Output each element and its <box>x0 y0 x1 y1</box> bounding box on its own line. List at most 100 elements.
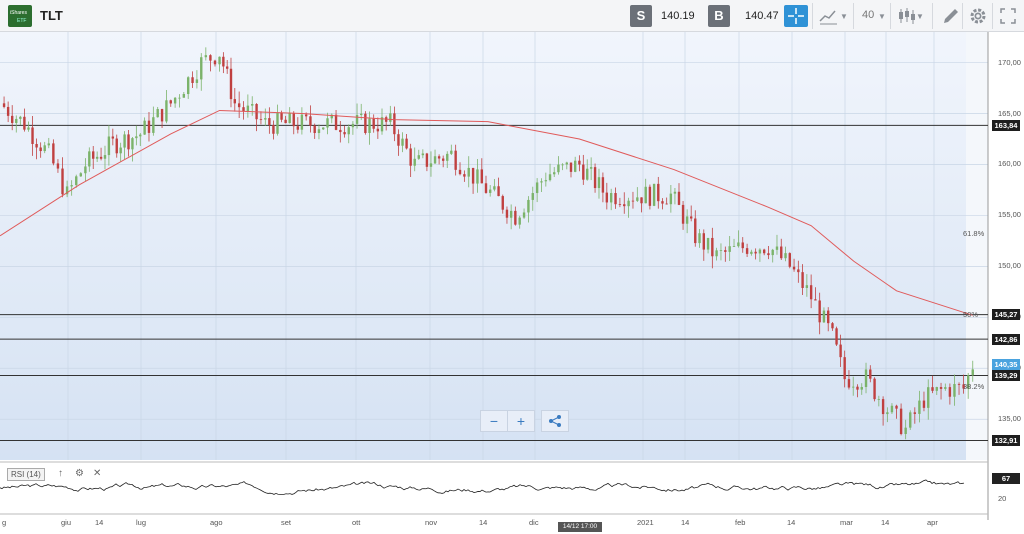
draw-tool-button[interactable] <box>940 5 962 27</box>
candle-body <box>631 200 635 202</box>
candle-body <box>70 185 73 187</box>
candle-body <box>393 113 396 135</box>
candle-body <box>831 323 834 329</box>
candle-body <box>376 128 380 132</box>
candle-body <box>334 114 338 130</box>
x-tick-label: 14 <box>787 518 796 527</box>
candle-body <box>131 138 134 150</box>
candle-body <box>65 186 69 195</box>
candle-body <box>92 151 95 159</box>
candle-body <box>605 192 609 203</box>
candle-body <box>476 169 479 184</box>
candle-body <box>467 167 470 177</box>
candle-body <box>313 125 316 134</box>
candle-body <box>573 160 577 172</box>
candle-body <box>732 246 736 247</box>
crosshair-button[interactable] <box>784 5 808 27</box>
candle-body <box>957 383 961 385</box>
move-up-icon[interactable]: ↑ <box>58 468 63 479</box>
y-tick-label: 160,00 <box>998 159 1021 169</box>
rsi-indicator-label[interactable]: RSI (14) <box>7 468 45 481</box>
x-tick-label: apr <box>927 518 938 527</box>
candle-body <box>669 193 673 205</box>
toolbar: iShares ETF TLT S 140.19 B 140.47 ▼ 40 ▼… <box>0 0 1024 32</box>
candle-body <box>762 249 766 254</box>
y-tick-label: 170,00 <box>998 57 1021 67</box>
chart-type-button[interactable] <box>818 5 848 27</box>
candle-body <box>843 357 846 380</box>
candle-body <box>10 115 14 123</box>
candle-body <box>809 285 813 300</box>
candle-body <box>614 193 617 205</box>
candle-body <box>347 127 350 135</box>
candle-body <box>284 119 287 124</box>
close-icon[interactable]: ✕ <box>93 468 102 479</box>
chevron-down-icon[interactable]: ▼ <box>878 12 886 21</box>
candle-body <box>429 163 433 167</box>
share-button[interactable] <box>541 410 569 432</box>
candle-body <box>268 118 271 125</box>
candle-body <box>276 112 279 134</box>
chevron-down-icon[interactable]: ▼ <box>840 12 848 21</box>
candle-body <box>493 186 496 190</box>
price-level-tag: 145,27 <box>992 309 1020 321</box>
zoom-out-button[interactable]: − <box>480 410 508 432</box>
candle-body <box>548 174 552 181</box>
candle-body <box>204 55 208 58</box>
y-tick-label: 135,00 <box>998 414 1021 424</box>
rsi-line <box>0 479 965 495</box>
x-tick-label: dic <box>529 518 539 527</box>
rsi-tick: 20 <box>998 494 1007 503</box>
candle-body <box>860 386 863 390</box>
settings-button[interactable] <box>967 5 989 27</box>
candle-body <box>792 266 796 270</box>
candle-body <box>557 164 560 173</box>
candle-body <box>922 400 926 408</box>
y-tick-label: 150,00 <box>998 261 1021 271</box>
candlestick-icon <box>899 8 915 24</box>
candle-body <box>601 177 605 193</box>
candle-body <box>904 427 907 435</box>
moving-average-line <box>0 109 973 316</box>
fibonacci-label: 38.2% <box>963 381 985 391</box>
candle-body <box>441 158 445 161</box>
candle-body <box>737 242 740 247</box>
chart-right-margin <box>966 32 988 460</box>
zoom-in-button[interactable]: + <box>507 410 535 432</box>
x-tick-label: ott <box>352 518 361 527</box>
x-tick-label: lug <box>136 518 147 527</box>
price-level-tag: 142,86 <box>992 333 1020 345</box>
candle-body <box>553 172 556 175</box>
x-tick-label: set <box>281 518 292 527</box>
candle-body <box>309 116 312 126</box>
candle-body <box>835 328 838 345</box>
gear-icon[interactable]: ⚙ <box>75 468 84 479</box>
candle-body <box>2 103 6 107</box>
sell-button[interactable]: S <box>630 5 652 27</box>
candle-body <box>401 138 404 146</box>
candle-body <box>899 408 903 435</box>
candle-body <box>280 112 283 120</box>
candle-body <box>147 120 151 133</box>
candle-body <box>869 369 872 379</box>
candle-body <box>497 186 500 197</box>
fullscreen-button[interactable] <box>997 5 1019 27</box>
candle-body <box>864 369 868 387</box>
candle-body <box>822 310 826 323</box>
candle-body <box>818 300 821 323</box>
x-tick-label: 14 <box>95 518 104 527</box>
candle-body <box>698 233 701 244</box>
candle-body <box>694 218 697 244</box>
period-selector[interactable]: 40 <box>862 9 875 21</box>
chevron-down-icon[interactable]: ▼ <box>916 12 924 21</box>
candle-body <box>522 212 526 218</box>
buy-button[interactable]: B <box>708 5 730 27</box>
candle-body <box>677 191 681 205</box>
candle-body <box>597 177 601 189</box>
candle-body <box>931 387 934 391</box>
candle-style-button[interactable] <box>896 5 920 27</box>
candle-body <box>847 379 851 388</box>
candle-body <box>673 191 677 194</box>
candle-body <box>715 250 718 257</box>
